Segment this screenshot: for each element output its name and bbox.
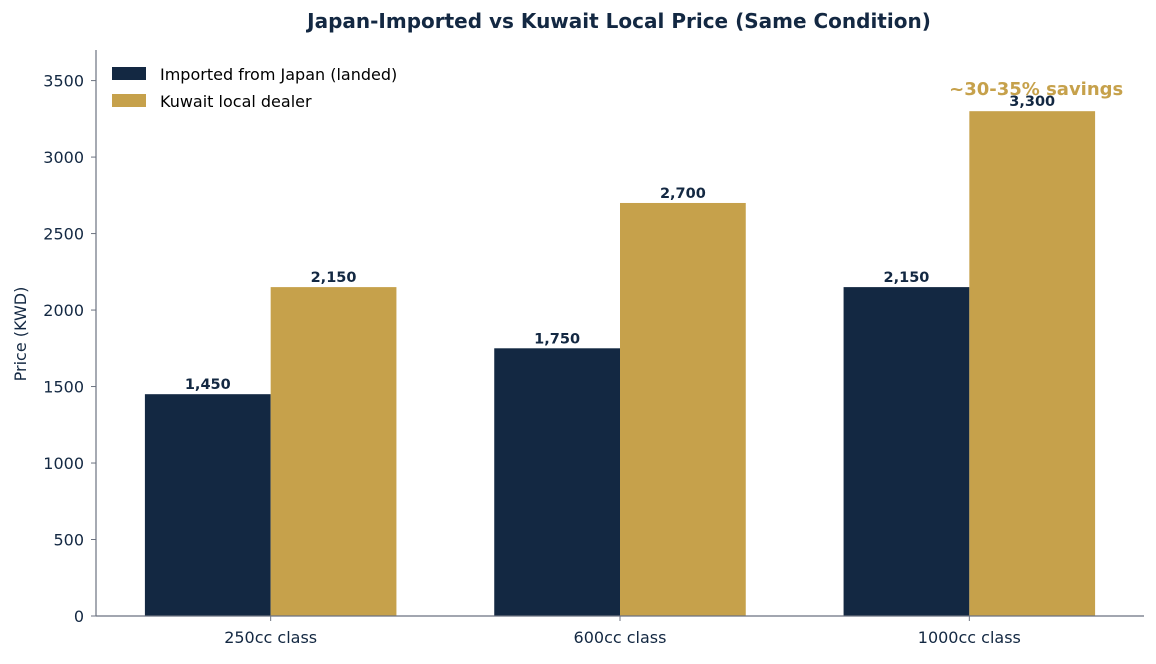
legend-label: Kuwait local dealer bbox=[160, 92, 312, 111]
legend-label: Imported from Japan (landed) bbox=[160, 65, 397, 84]
savings-annotation: ~30-35% savings bbox=[949, 79, 1123, 100]
bars-layer bbox=[144, 111, 1096, 617]
y-tick-label: 3000 bbox=[43, 148, 84, 167]
y-tick-label: 1500 bbox=[43, 378, 84, 397]
y-tick-label: 1000 bbox=[43, 454, 84, 473]
bar-value-label: 2,150 bbox=[884, 270, 930, 286]
y-tick-label: 3500 bbox=[43, 72, 84, 91]
legend-swatch bbox=[112, 94, 146, 107]
y-tick-label: 2000 bbox=[43, 301, 84, 320]
x-tick-label: 600cc class bbox=[574, 628, 667, 647]
ticks-layer: 0 500 1000 1500 2000 2500 3000 3500 250cc class 6… bbox=[43, 72, 1021, 647]
bar-value-label: 1,450 bbox=[185, 377, 231, 393]
bar-value-label: 2,700 bbox=[660, 186, 706, 202]
y-tick-label: 2500 bbox=[43, 225, 84, 244]
bar-value-label: 1,750 bbox=[534, 331, 580, 347]
bar-series-2-1000cc-class bbox=[969, 111, 1096, 617]
x-tick-label: 250cc class bbox=[224, 628, 317, 647]
bar-series-1-600cc-class bbox=[494, 348, 620, 616]
y-axis-label: Price (KWD) bbox=[11, 287, 30, 382]
x-tick-label: 1000cc class bbox=[918, 628, 1021, 647]
y-tick-label: 0 bbox=[74, 607, 84, 626]
bar-value-label: 2,150 bbox=[311, 270, 357, 286]
bar-labels-layer: 1,450 1,750 2,150 2,150 2,700 3,300 bbox=[185, 94, 1055, 393]
bar-value-label: 3,300 bbox=[1009, 94, 1055, 110]
bar-series-1-1000cc-class bbox=[843, 287, 970, 616]
bar-series-2-600cc-class bbox=[620, 202, 746, 617]
bar-series-2-250cc-class bbox=[270, 287, 397, 616]
bar-series-1-250cc-class bbox=[144, 394, 271, 616]
y-tick-label: 500 bbox=[53, 531, 84, 550]
legend: Imported from Japan (landed) Kuwait local… bbox=[112, 65, 397, 111]
chart-title: Japan-Imported vs Kuwait Local Price (Sa… bbox=[305, 9, 931, 33]
legend-swatch bbox=[112, 67, 146, 80]
y-axis-label-group: Price (KWD) bbox=[11, 287, 30, 382]
